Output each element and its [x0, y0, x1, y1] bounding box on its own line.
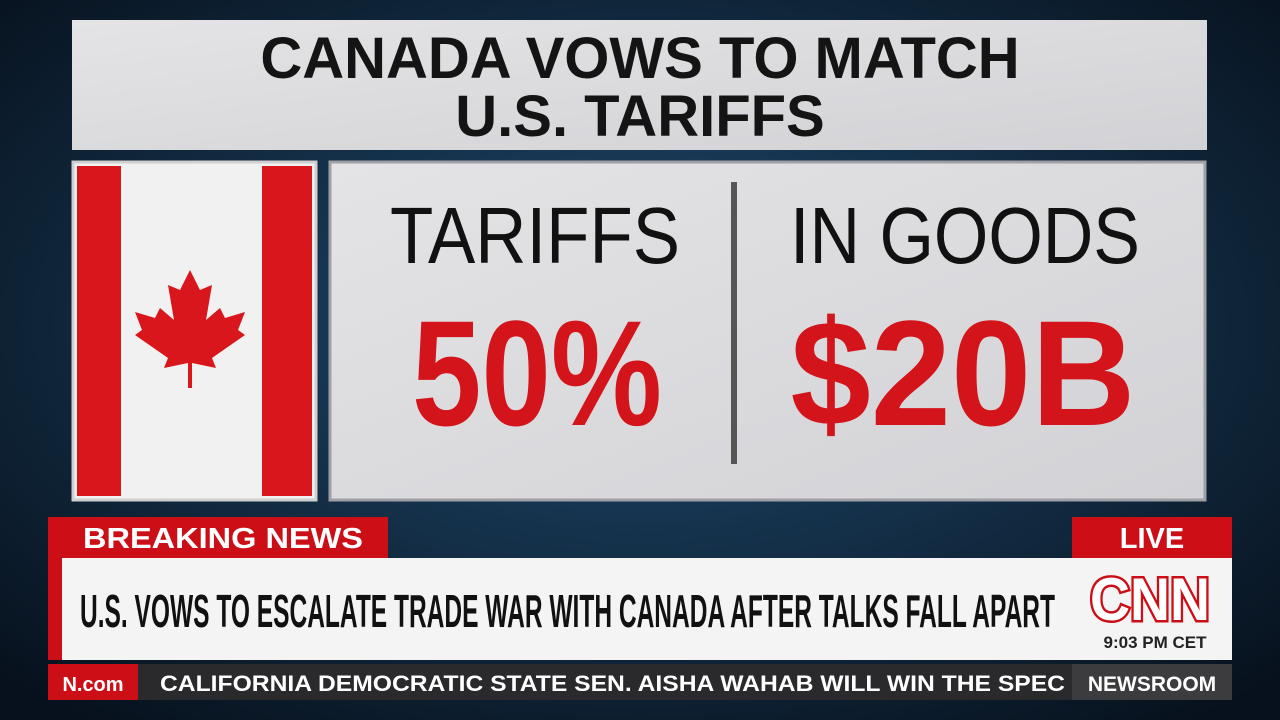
title-box — [72, 20, 1207, 150]
ticker-text: CALIFORNIA DEMOCRATIC STATE SEN. AISHA W… — [160, 671, 1065, 696]
breaking-tab — [48, 517, 388, 559]
title-line: U.S. TARIFFS — [455, 84, 824, 149]
show-name: NEWSROOM — [1088, 673, 1216, 696]
live-tab — [1072, 517, 1232, 559]
breaking-label: BREAKING NEWS — [83, 523, 363, 555]
ticker-bar — [48, 664, 1232, 700]
title-line: CANADA VOWS TO MATCH — [260, 26, 1019, 91]
ticker-site: N.com — [62, 674, 123, 696]
canada-flag — [71, 160, 318, 502]
stats-box — [328, 160, 1207, 502]
show-box — [1072, 664, 1232, 700]
stat-label: TARIFFS — [390, 191, 680, 280]
live-label: LIVE — [1120, 523, 1184, 555]
clock: 9:03 PM CET — [1104, 633, 1208, 652]
network-logo: CNN — [1090, 566, 1210, 633]
headline-bar — [48, 558, 1232, 660]
headline-accent — [48, 558, 62, 660]
ticker-site-box — [48, 664, 138, 700]
stat-label: IN GOODS — [790, 191, 1140, 280]
stat-value: $20B — [791, 289, 1136, 457]
headline: U.S. VOWS TO ESCALATE TRADE WAR WITH CAN… — [80, 585, 1055, 637]
stat-value: 50% — [412, 289, 662, 457]
